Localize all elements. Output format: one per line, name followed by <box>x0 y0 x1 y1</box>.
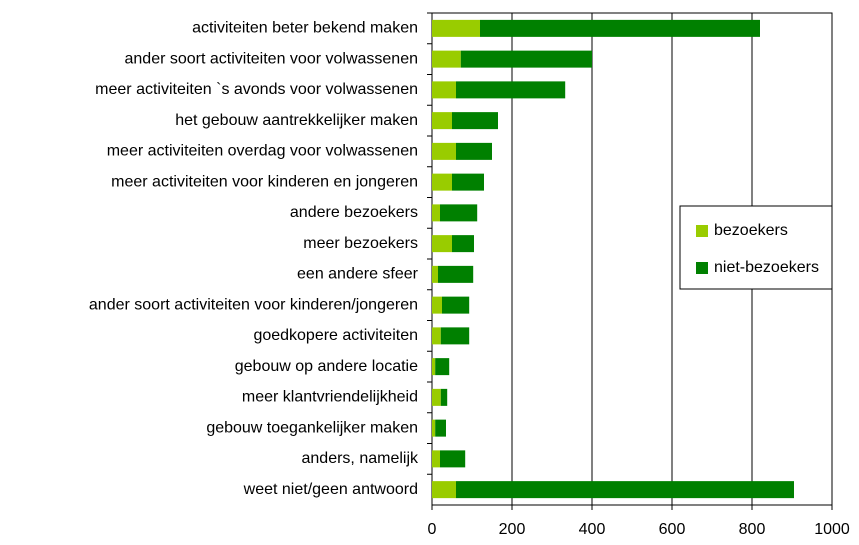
bar-segment <box>440 388 448 406</box>
y-tick-label: gebouw toegankelijker maken <box>206 419 418 436</box>
y-tick-label: het gebouw aantrekkelijker maken <box>175 112 418 129</box>
x-tick-label: 0 <box>428 521 437 538</box>
bar-segment <box>432 450 440 468</box>
bar-segment <box>432 481 456 499</box>
bar-segment <box>456 81 566 99</box>
bar-segment <box>442 296 470 314</box>
bar-segment <box>432 81 456 99</box>
y-tick-label: meer activiteiten voor kinderen en jonge… <box>111 173 418 190</box>
x-tick-label: 600 <box>659 521 686 538</box>
bar-segment <box>435 419 446 437</box>
x-tick-label: 200 <box>499 521 526 538</box>
y-tick-label: ander soort activiteiten voor kinderen/j… <box>89 296 418 313</box>
y-tick-label: gebouw op andere locatie <box>235 358 418 375</box>
y-tick-label: meer activiteiten `s avonds voor volwass… <box>95 81 418 98</box>
y-tick-label: goedkopere activiteiten <box>253 327 418 344</box>
bar-segment <box>456 142 492 160</box>
legend-label: bezoekers <box>714 222 788 239</box>
y-tick-label: ander soort activiteiten voor volwassene… <box>125 50 419 67</box>
y-tick-label: meer activiteiten overdag voor volwassen… <box>107 143 418 160</box>
legend-swatch <box>696 262 708 274</box>
bar-segment <box>432 142 456 160</box>
bar-segment <box>452 173 484 191</box>
y-tick-label: meer bezoekers <box>303 235 418 252</box>
bar-segment <box>440 327 470 345</box>
y-tick-label: anders, namelijk <box>302 450 420 467</box>
bar-segment <box>432 419 436 437</box>
bar-segment <box>480 19 760 37</box>
bar-segment <box>432 265 438 283</box>
bar-segment <box>432 388 441 406</box>
bar-segment <box>432 296 442 314</box>
bar-segment <box>438 265 474 283</box>
bar-segment <box>456 481 794 499</box>
bar-segment <box>432 173 452 191</box>
bar-segment <box>432 19 480 37</box>
bar-segment <box>440 204 478 222</box>
bar-segment <box>452 112 498 130</box>
x-tick-label: 400 <box>579 521 606 538</box>
legend <box>679 205 833 290</box>
bar-segment <box>440 450 466 468</box>
y-tick-label: meer klantvriendelijkheid <box>242 389 418 406</box>
legend-swatch <box>696 225 708 237</box>
y-tick-label: weet niet/geen antwoord <box>243 481 418 498</box>
y-tick-label: activiteiten beter bekend maken <box>192 20 418 37</box>
bar-segment <box>432 204 440 222</box>
bar-segment <box>435 358 450 376</box>
bar-segment <box>460 50 592 68</box>
bar-segment <box>432 235 452 253</box>
y-tick-label: een andere sfeer <box>297 266 419 283</box>
y-tick-label: andere bezoekers <box>290 204 418 221</box>
bar-segment <box>432 112 452 130</box>
bar-segment <box>432 327 441 345</box>
bar-segment <box>432 358 436 376</box>
x-tick-label: 1000 <box>814 521 850 538</box>
x-tick-label: 800 <box>739 521 766 538</box>
bar-segment <box>432 50 461 68</box>
legend-label: niet-bezoekers <box>714 259 819 276</box>
bar-segment <box>452 235 474 253</box>
